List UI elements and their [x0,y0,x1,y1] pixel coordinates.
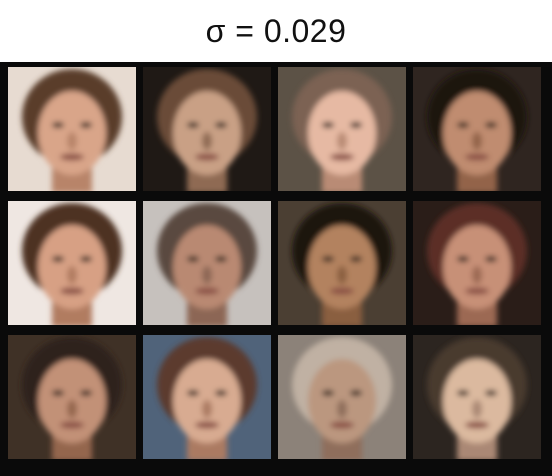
nose-shape [202,266,212,284]
mouth-shape [195,153,219,161]
nose-shape [337,132,347,150]
mouth-shape [330,153,354,161]
nose-shape [67,266,77,284]
face-sample-tile [278,201,406,325]
eye-shape [485,122,497,128]
face-sample-tile [413,335,541,459]
eye-shape [215,122,227,128]
eye-shape [322,122,334,128]
face-sample-image [143,335,271,459]
eye-shape [485,390,497,396]
eye-shape [80,256,92,262]
face-sample-image [8,201,136,325]
eye-shape [457,390,469,396]
face-sample-tile [278,67,406,191]
nose-shape [202,132,212,150]
face-sample-image [278,335,406,459]
face-sample-tile [8,201,136,325]
eye-shape [187,256,199,262]
mouth-shape [465,287,489,295]
face-sample-image [278,201,406,325]
mouth-shape [330,421,354,429]
mouth-shape [195,421,219,429]
face-sample-image [143,201,271,325]
face-sample-image [413,201,541,325]
nose-shape [472,400,482,418]
eye-shape [350,122,362,128]
face-sample-tile [413,67,541,191]
mouth-shape [60,153,84,161]
nose-shape [337,266,347,284]
mouth-shape [195,287,219,295]
face-sample-image [8,67,136,191]
eye-shape [350,256,362,262]
eye-shape [322,390,334,396]
eye-shape [187,122,199,128]
face-sample-tile [413,201,541,325]
face-sample-tile [143,201,271,325]
eye-shape [215,390,227,396]
mouth-shape [330,287,354,295]
eye-shape [485,256,497,262]
eye-shape [187,390,199,396]
nose-shape [67,400,77,418]
face-sample-tile [143,335,271,459]
mouth-shape [465,421,489,429]
face-sample-tile [143,67,271,191]
eye-shape [80,390,92,396]
face-sample-image [413,67,541,191]
face-sample-grid [0,62,552,476]
eye-shape [215,256,227,262]
face-sample-tile [278,335,406,459]
nose-shape [472,266,482,284]
face-sample-image [143,67,271,191]
eye-shape [52,390,64,396]
nose-shape [472,132,482,150]
nose-shape [337,400,347,418]
eye-shape [350,390,362,396]
eye-shape [80,122,92,128]
nose-shape [67,132,77,150]
face-sample-image [413,335,541,459]
nose-shape [202,400,212,418]
eye-shape [457,256,469,262]
mouth-shape [60,421,84,429]
eye-shape [322,256,334,262]
eye-shape [52,256,64,262]
mouth-shape [60,287,84,295]
figure-title: σ = 0.029 [205,12,347,49]
mouth-shape [465,153,489,161]
eye-shape [457,122,469,128]
face-sample-tile [8,335,136,459]
face-sample-image [8,335,136,459]
eye-shape [52,122,64,128]
face-sample-image [278,67,406,191]
face-sample-tile [8,67,136,191]
